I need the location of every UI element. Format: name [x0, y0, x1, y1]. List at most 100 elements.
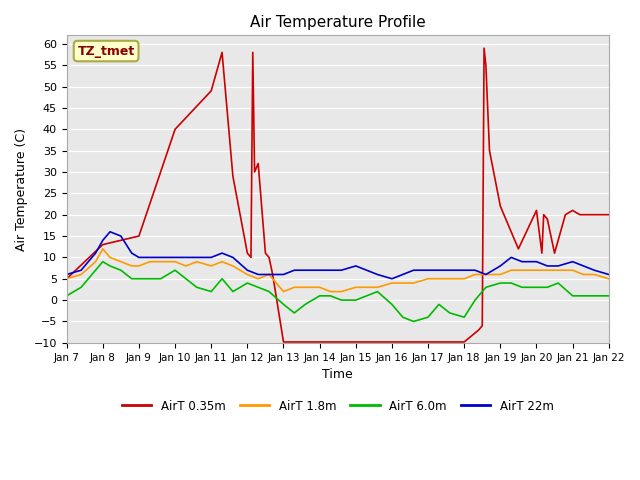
AirT 6.0m — [543, 285, 551, 290]
AirT 6.0m — [363, 293, 371, 299]
AirT 1.8m — [77, 272, 85, 277]
AirT 6.0m — [63, 293, 70, 299]
AirT 6.0m — [435, 301, 443, 307]
AirT 1.8m — [157, 259, 164, 264]
AirT 22m — [337, 267, 345, 273]
AirT 22m — [254, 272, 262, 277]
AirT 22m — [352, 263, 360, 269]
AirT 22m — [291, 267, 298, 273]
AirT 22m — [157, 254, 164, 260]
AirT 1.8m — [92, 259, 99, 264]
AirT 22m — [410, 267, 417, 273]
AirT 6.0m — [580, 293, 588, 299]
AirT 1.8m — [182, 263, 189, 269]
AirT 22m — [363, 267, 371, 273]
AirT 6.0m — [460, 314, 468, 320]
AirT 1.8m — [605, 276, 612, 282]
AirT 6.0m — [117, 267, 125, 273]
AirT 0.35m — [424, 339, 432, 345]
AirT 6.0m — [193, 285, 200, 290]
AirT 6.0m — [254, 285, 262, 290]
AirT 1.8m — [207, 263, 215, 269]
AirT 22m — [229, 254, 237, 260]
AirT 6.0m — [77, 285, 85, 290]
AirT 22m — [207, 254, 215, 260]
AirT 1.8m — [482, 272, 490, 277]
AirT 6.0m — [424, 314, 432, 320]
AirT 1.8m — [543, 267, 551, 273]
AirT 22m — [135, 254, 143, 260]
AirT 6.0m — [482, 285, 490, 290]
AirT 6.0m — [591, 293, 598, 299]
AirT 22m — [446, 267, 454, 273]
AirT 22m — [193, 254, 200, 260]
AirT 22m — [374, 272, 381, 277]
AirT 22m — [63, 272, 70, 277]
AirT 22m — [117, 233, 125, 239]
AirT 1.8m — [280, 288, 287, 294]
AirT 22m — [301, 267, 309, 273]
AirT 1.8m — [374, 285, 381, 290]
AirT 22m — [99, 238, 107, 243]
AirT 1.8m — [243, 272, 251, 277]
AirT 22m — [435, 267, 443, 273]
AirT 1.8m — [352, 285, 360, 290]
AirT 1.8m — [569, 267, 577, 273]
AirT 1.8m — [146, 259, 154, 264]
AirT 22m — [482, 272, 490, 277]
AirT 1.8m — [399, 280, 406, 286]
AirT 6.0m — [518, 285, 526, 290]
AirT 1.8m — [424, 276, 432, 282]
AirT 1.8m — [135, 263, 143, 269]
AirT 22m — [218, 250, 226, 256]
AirT 22m — [77, 267, 85, 273]
AirT 1.8m — [326, 288, 334, 294]
AirT 6.0m — [326, 293, 334, 299]
AirT 1.8m — [291, 285, 298, 290]
AirT 22m — [497, 263, 504, 269]
AirT 22m — [569, 259, 577, 264]
AirT 1.8m — [218, 259, 226, 264]
AirT 6.0m — [388, 301, 396, 307]
AirT 6.0m — [280, 301, 287, 307]
AirT 1.8m — [193, 259, 200, 264]
AirT 1.8m — [388, 280, 396, 286]
AirT 6.0m — [316, 293, 323, 299]
AirT 0.35m — [479, 323, 486, 329]
AirT 0.35m — [63, 276, 70, 282]
AirT 0.35m — [406, 339, 414, 345]
AirT 0.35m — [280, 339, 287, 345]
AirT 6.0m — [410, 319, 417, 324]
AirT 1.8m — [410, 280, 417, 286]
AirT 1.8m — [172, 259, 179, 264]
AirT 22m — [128, 250, 136, 256]
AirT 6.0m — [106, 263, 114, 269]
AirT 1.8m — [117, 259, 125, 264]
AirT 22m — [508, 254, 515, 260]
Legend: AirT 0.35m, AirT 1.8m, AirT 6.0m, AirT 22m: AirT 0.35m, AirT 1.8m, AirT 6.0m, AirT 2… — [117, 395, 559, 417]
AirT 22m — [591, 267, 598, 273]
Title: Air Temperature Profile: Air Temperature Profile — [250, 15, 426, 30]
AirT 1.8m — [316, 285, 323, 290]
AirT 6.0m — [99, 259, 107, 264]
AirT 22m — [543, 263, 551, 269]
AirT 6.0m — [471, 297, 479, 303]
AirT 1.8m — [99, 246, 107, 252]
AirT 6.0m — [207, 288, 215, 294]
AirT 22m — [92, 250, 99, 256]
AirT 1.8m — [254, 276, 262, 282]
AirT 1.8m — [497, 272, 504, 277]
AirT 0.35m — [249, 49, 257, 55]
AirT 6.0m — [497, 280, 504, 286]
AirT 1.8m — [337, 288, 345, 294]
AirT 1.8m — [265, 272, 273, 277]
AirT 22m — [280, 272, 287, 277]
AirT 6.0m — [135, 276, 143, 282]
AirT 6.0m — [172, 267, 179, 273]
AirT 6.0m — [554, 280, 562, 286]
AirT 6.0m — [337, 297, 345, 303]
AirT 22m — [243, 267, 251, 273]
AirT 22m — [326, 267, 334, 273]
AirT 1.8m — [363, 285, 371, 290]
AirT 6.0m — [229, 288, 237, 294]
